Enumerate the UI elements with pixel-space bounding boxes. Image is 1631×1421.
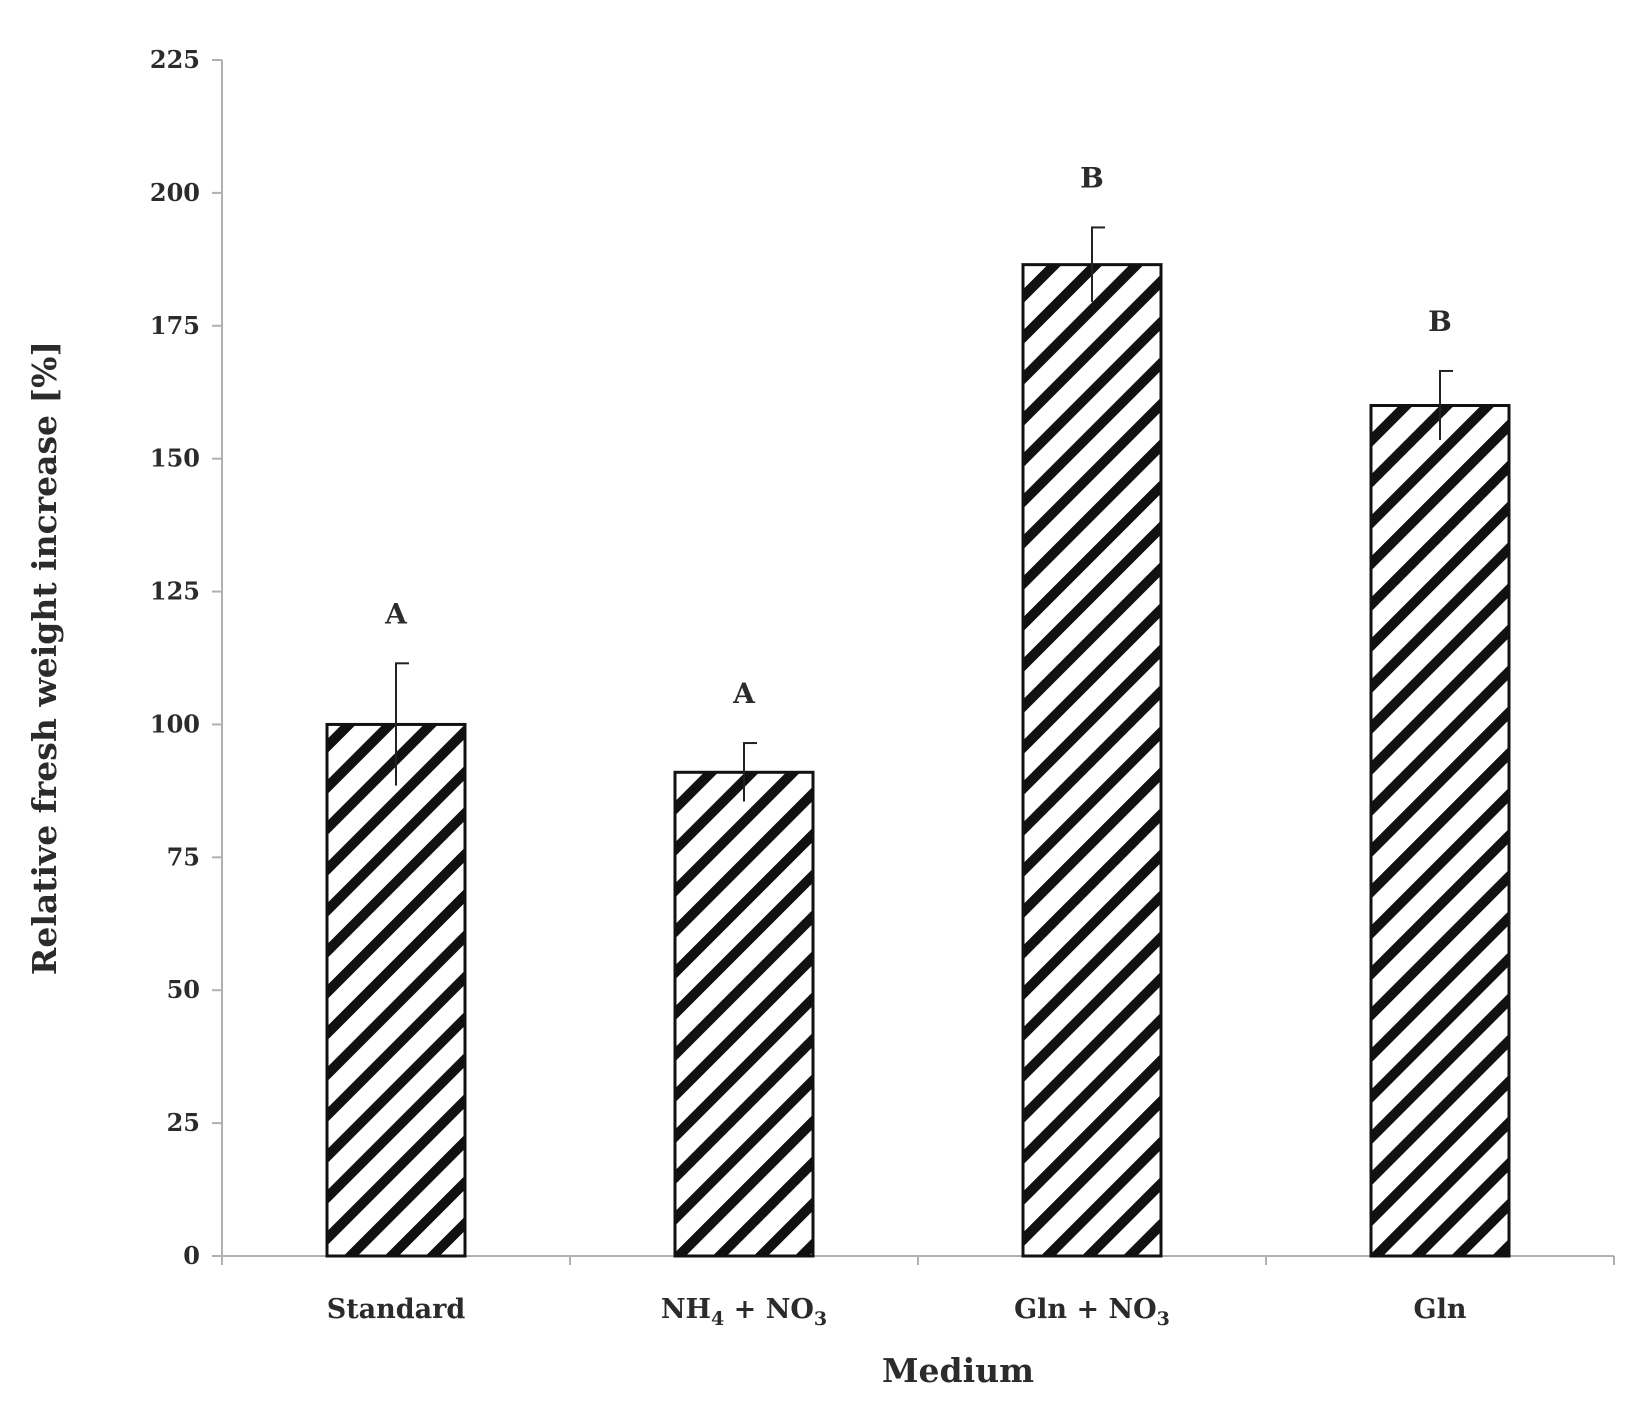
y-tick-label: 125 (150, 577, 200, 606)
y-tick-label: 0 (183, 1241, 200, 1270)
bar (1021, 263, 1163, 1258)
bar (325, 722, 467, 1258)
bars (325, 226, 1511, 1258)
x-tick-label: NH4 + NO3 (661, 1294, 827, 1330)
significance-label: B (1080, 161, 1104, 194)
y-tick-label: 25 (167, 1108, 200, 1137)
significance-label: A (384, 597, 408, 630)
x-tick-label: Standard (327, 1294, 466, 1325)
x-tick-label: Gln + NO3 (1014, 1294, 1170, 1330)
x-axis-title: Medium (882, 1351, 1034, 1390)
y-tick-label: 225 (150, 45, 200, 74)
y-tick-label: 150 (150, 444, 200, 473)
y-tick-label: 200 (150, 178, 200, 207)
y-tick-label: 75 (167, 842, 200, 871)
y-tick-label: 50 (167, 975, 200, 1004)
bar (1369, 404, 1511, 1258)
labels: A Standard A NH4 + NO3 B Gln + NO3 B Gln Medium R… (25, 161, 1467, 1390)
significance-label: A (732, 677, 756, 710)
significance-label: B (1428, 305, 1452, 338)
y-tick-label: 175 (150, 311, 200, 340)
y-axis-title: Relative fresh weight increase [%] (25, 341, 64, 975)
bar (673, 770, 815, 1258)
y-tick-label: 100 (150, 709, 200, 738)
x-tick-label: Gln (1414, 1294, 1467, 1325)
